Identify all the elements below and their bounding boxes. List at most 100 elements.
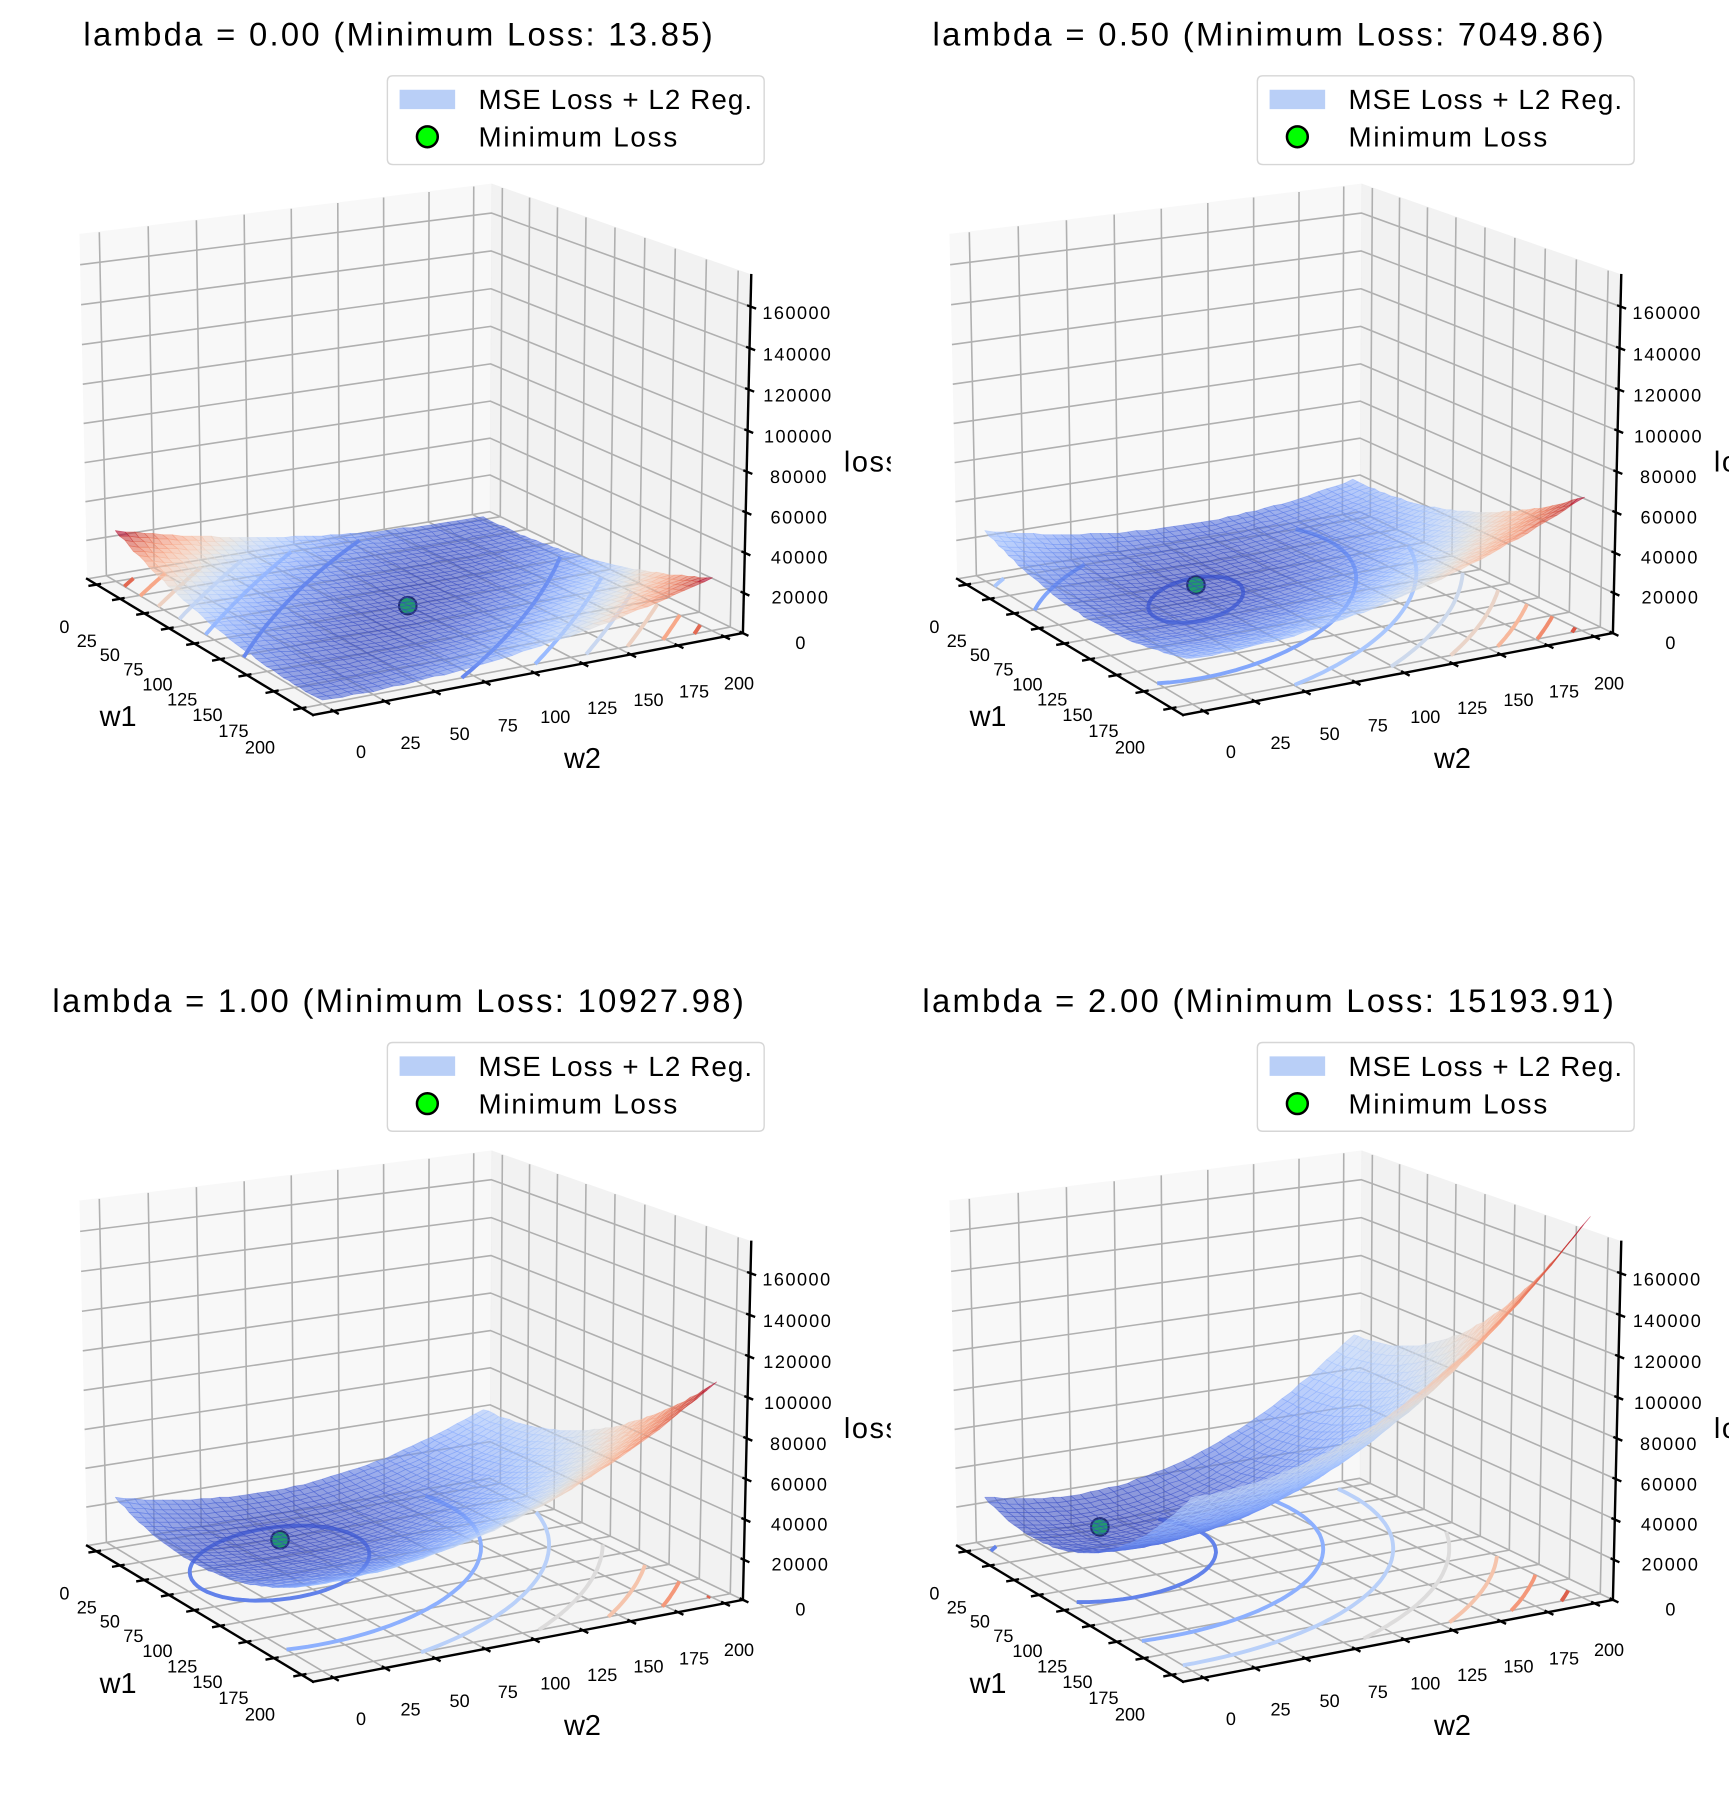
svg-text:lambda = 0.00 (Minimum Loss: 1: lambda = 0.00 (Minimum Loss: 13.85) <box>83 18 712 54</box>
svg-text:100: 100 <box>1012 674 1042 695</box>
svg-text:75: 75 <box>498 1681 518 1702</box>
svg-text:50: 50 <box>450 1690 470 1711</box>
svg-text:0: 0 <box>929 616 939 637</box>
svg-text:w1: w1 <box>968 701 1006 733</box>
svg-text:0: 0 <box>59 616 69 637</box>
svg-text:100: 100 <box>540 706 570 727</box>
svg-text:60000: 60000 <box>771 507 827 528</box>
svg-text:100: 100 <box>1410 1673 1440 1694</box>
svg-text:50: 50 <box>970 1611 990 1632</box>
svg-text:100000: 100000 <box>764 1393 832 1414</box>
svg-text:0: 0 <box>1665 1599 1675 1620</box>
svg-text:50: 50 <box>100 644 120 665</box>
svg-text:60000: 60000 <box>771 1474 827 1495</box>
svg-text:175: 175 <box>218 1687 248 1708</box>
svg-text:60000: 60000 <box>1641 1474 1697 1495</box>
svg-text:150: 150 <box>633 689 663 710</box>
svg-text:40000: 40000 <box>771 547 828 568</box>
svg-text:150: 150 <box>1062 705 1092 726</box>
svg-text:125: 125 <box>1037 689 1067 710</box>
svg-text:25: 25 <box>947 1597 967 1618</box>
svg-text:100000: 100000 <box>764 426 832 447</box>
svg-text:120000: 120000 <box>763 1352 831 1373</box>
svg-text:75: 75 <box>498 715 518 736</box>
svg-text:0: 0 <box>1226 1708 1236 1729</box>
svg-text:25: 25 <box>77 630 97 651</box>
svg-text:75: 75 <box>1368 715 1388 736</box>
svg-text:0: 0 <box>795 1599 805 1620</box>
svg-text:125: 125 <box>1037 1656 1067 1677</box>
svg-text:175: 175 <box>1088 721 1118 742</box>
svg-text:25: 25 <box>947 630 967 651</box>
svg-text:w1: w1 <box>98 701 136 733</box>
svg-text:160000: 160000 <box>762 302 830 323</box>
svg-text:150: 150 <box>633 1656 663 1677</box>
svg-text:100: 100 <box>1410 706 1440 727</box>
svg-text:MSE Loss + L2 Reg.: MSE Loss + L2 Reg. <box>478 86 752 117</box>
svg-text:200: 200 <box>724 673 754 694</box>
svg-text:40000: 40000 <box>1641 547 1698 568</box>
svg-text:125: 125 <box>1457 1664 1487 1685</box>
svg-text:160000: 160000 <box>762 1269 830 1290</box>
svg-text:loss: loss <box>844 446 900 478</box>
svg-text:75: 75 <box>993 659 1013 680</box>
svg-text:150: 150 <box>1503 1656 1533 1677</box>
svg-text:75: 75 <box>123 1626 143 1647</box>
svg-text:160000: 160000 <box>1632 302 1700 323</box>
svg-text:125: 125 <box>167 1656 197 1677</box>
svg-text:w2: w2 <box>563 743 601 775</box>
svg-text:100: 100 <box>142 1640 172 1661</box>
svg-text:loss: loss <box>1714 1413 1729 1445</box>
svg-text:200: 200 <box>245 737 275 758</box>
svg-text:50: 50 <box>1320 723 1340 744</box>
svg-text:25: 25 <box>1271 1699 1291 1720</box>
svg-text:20000: 20000 <box>771 587 828 608</box>
svg-text:25: 25 <box>401 1699 421 1720</box>
svg-text:0: 0 <box>59 1583 69 1604</box>
svg-text:200: 200 <box>724 1639 754 1660</box>
svg-text:25: 25 <box>77 1597 97 1618</box>
svg-text:Minimum Loss: Minimum Loss <box>478 1090 677 1121</box>
svg-text:140000: 140000 <box>763 344 831 365</box>
svg-text:40000: 40000 <box>771 1514 828 1535</box>
svg-text:75: 75 <box>993 1626 1013 1647</box>
svg-text:w1: w1 <box>968 1668 1006 1700</box>
svg-text:loss: loss <box>844 1413 900 1445</box>
svg-text:125: 125 <box>587 1664 617 1685</box>
svg-text:150: 150 <box>1062 1671 1092 1692</box>
svg-text:40000: 40000 <box>1641 1514 1698 1535</box>
svg-text:lambda = 2.00 (Minimum Loss: 1: lambda = 2.00 (Minimum Loss: 15193.91) <box>922 984 1613 1020</box>
svg-text:140000: 140000 <box>1633 1310 1701 1331</box>
svg-text:lambda = 1.00 (Minimum Loss: 1: lambda = 1.00 (Minimum Loss: 10927.98) <box>52 984 743 1020</box>
svg-text:100000: 100000 <box>1634 426 1702 447</box>
svg-text:0: 0 <box>1226 741 1236 762</box>
svg-text:50: 50 <box>970 644 990 665</box>
svg-text:25: 25 <box>401 732 421 753</box>
svg-text:MSE Loss + L2 Reg.: MSE Loss + L2 Reg. <box>1348 86 1622 117</box>
svg-text:0: 0 <box>795 632 805 653</box>
svg-text:75: 75 <box>1368 1681 1388 1702</box>
svg-text:60000: 60000 <box>1641 507 1697 528</box>
svg-text:80000: 80000 <box>1640 1433 1696 1454</box>
svg-text:125: 125 <box>167 689 197 710</box>
svg-text:loss: loss <box>1714 446 1729 478</box>
svg-text:200: 200 <box>1115 1704 1145 1725</box>
svg-text:120000: 120000 <box>1633 1352 1701 1373</box>
svg-text:100: 100 <box>142 674 172 695</box>
svg-text:175: 175 <box>679 681 709 702</box>
svg-text:175: 175 <box>1088 1687 1118 1708</box>
svg-text:175: 175 <box>218 721 248 742</box>
svg-text:80000: 80000 <box>1640 466 1696 487</box>
svg-text:80000: 80000 <box>770 1433 826 1454</box>
svg-text:200: 200 <box>245 1704 275 1725</box>
svg-text:120000: 120000 <box>1633 385 1701 406</box>
svg-text:25: 25 <box>1271 732 1291 753</box>
svg-text:100000: 100000 <box>1634 1393 1702 1414</box>
svg-text:w1: w1 <box>98 1668 136 1700</box>
svg-text:20000: 20000 <box>1641 587 1698 608</box>
svg-text:125: 125 <box>587 698 617 719</box>
svg-text:50: 50 <box>100 1611 120 1632</box>
svg-text:125: 125 <box>1457 698 1487 719</box>
svg-text:100: 100 <box>540 1673 570 1694</box>
svg-text:50: 50 <box>1320 1690 1340 1711</box>
